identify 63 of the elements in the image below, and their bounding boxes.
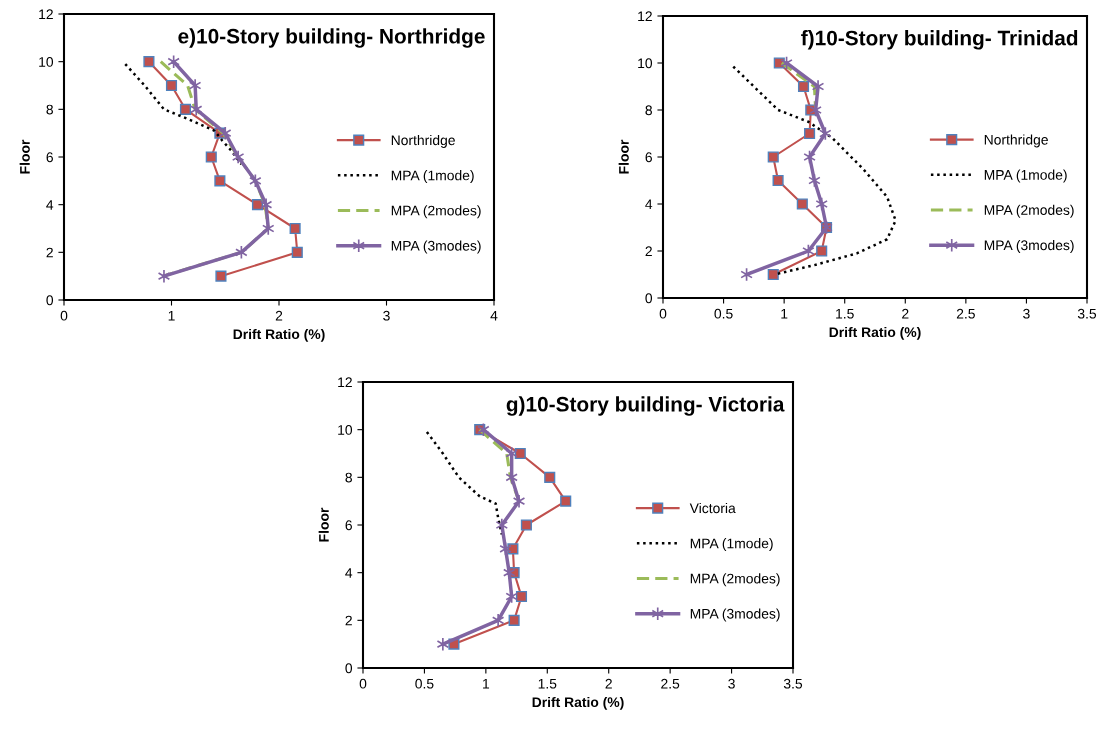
y-tick-label: 6 bbox=[645, 152, 652, 163]
x-tick-label: 3.5 bbox=[783, 678, 803, 689]
legend-label: MPA (2modes) bbox=[391, 205, 481, 219]
y-tick-label: 10 bbox=[39, 57, 54, 67]
x-tick-label: 4 bbox=[490, 310, 498, 321]
legend-label: MPA (3modes) bbox=[391, 240, 481, 254]
legend-label: MPA (1mode) bbox=[690, 538, 773, 552]
y-tick-label: 6 bbox=[345, 520, 352, 531]
x-tick-label: 2 bbox=[605, 678, 612, 689]
y-tick-label: 12 bbox=[638, 11, 652, 22]
y-tick-label: 0 bbox=[645, 293, 653, 304]
y-tick-label: 2 bbox=[46, 247, 53, 258]
legend-label: MPA (2modes) bbox=[984, 204, 1074, 218]
y-tick-label: 4 bbox=[645, 199, 653, 210]
y-tick-label: 6 bbox=[46, 152, 53, 163]
y-axis-title: Floor bbox=[618, 139, 629, 174]
y-tick-label: 0 bbox=[46, 295, 54, 306]
y-tick-label: 2 bbox=[645, 246, 652, 257]
x-tick-label: 1 bbox=[168, 310, 175, 321]
x-tick-label: 1.5 bbox=[836, 308, 854, 319]
y-axis-title: Floor bbox=[318, 507, 329, 542]
legend-label: Victoria bbox=[689, 502, 736, 514]
x-tick-label: 0.5 bbox=[714, 308, 733, 319]
legend-label: MPA (1mode) bbox=[391, 170, 474, 184]
legend-label: MPA (3modes) bbox=[984, 239, 1074, 253]
legend-label: Northridge bbox=[391, 134, 455, 148]
text: e)10-Story building- Northridge bbox=[178, 28, 485, 48]
x-tick-label: 1 bbox=[483, 678, 490, 689]
y-tick-label: 12 bbox=[39, 9, 53, 20]
x-tick-label: 0 bbox=[659, 308, 667, 319]
x-tick-label: 3 bbox=[1023, 308, 1030, 319]
x-tick-label: 3 bbox=[383, 310, 390, 321]
legend-label: Northridge bbox=[984, 134, 1048, 148]
y-tick-label: 8 bbox=[345, 472, 352, 483]
x-tick-label: 2 bbox=[275, 310, 283, 321]
y-tick-label: 12 bbox=[338, 377, 352, 388]
legend-label: MPA (2modes) bbox=[690, 573, 780, 587]
y-tick-label: 10 bbox=[638, 58, 653, 69]
legend-label: MPA (1mode) bbox=[984, 169, 1067, 183]
y-axis-title: Floor bbox=[19, 139, 30, 174]
x-axis-title: Drift Ratio (%) bbox=[233, 328, 325, 342]
x-axis-title: Drift Ratio (%) bbox=[532, 696, 624, 710]
text: f)10-Story building- Trinidad bbox=[801, 30, 1078, 50]
x-tick-label: 2.5 bbox=[956, 308, 975, 319]
x-tick-label: 2 bbox=[902, 308, 909, 319]
text: g)10-Story building- Victoria bbox=[506, 396, 785, 416]
y-tick-label: 4 bbox=[345, 568, 353, 578]
x-axis-title: Drift Ratio (%) bbox=[829, 326, 921, 340]
x-tick-label: 2.5 bbox=[661, 678, 680, 689]
x-tick-label: 3 bbox=[728, 678, 735, 689]
y-tick-label: 10 bbox=[338, 425, 353, 435]
x-tick-label: 0 bbox=[60, 310, 68, 321]
y-tick-label: 8 bbox=[46, 104, 53, 115]
x-tick-label: 1 bbox=[781, 308, 788, 319]
x-tick-label: 0 bbox=[359, 678, 367, 689]
x-tick-label: 3.5 bbox=[1077, 308, 1097, 319]
y-tick-label: 8 bbox=[645, 105, 652, 116]
x-tick-label: 0.5 bbox=[415, 678, 434, 689]
y-tick-label: 4 bbox=[46, 200, 54, 210]
legend-label: MPA (3modes) bbox=[690, 608, 780, 622]
y-tick-label: 2 bbox=[345, 615, 352, 626]
y-tick-label: 0 bbox=[345, 663, 353, 674]
x-tick-label: 1.5 bbox=[538, 678, 557, 689]
